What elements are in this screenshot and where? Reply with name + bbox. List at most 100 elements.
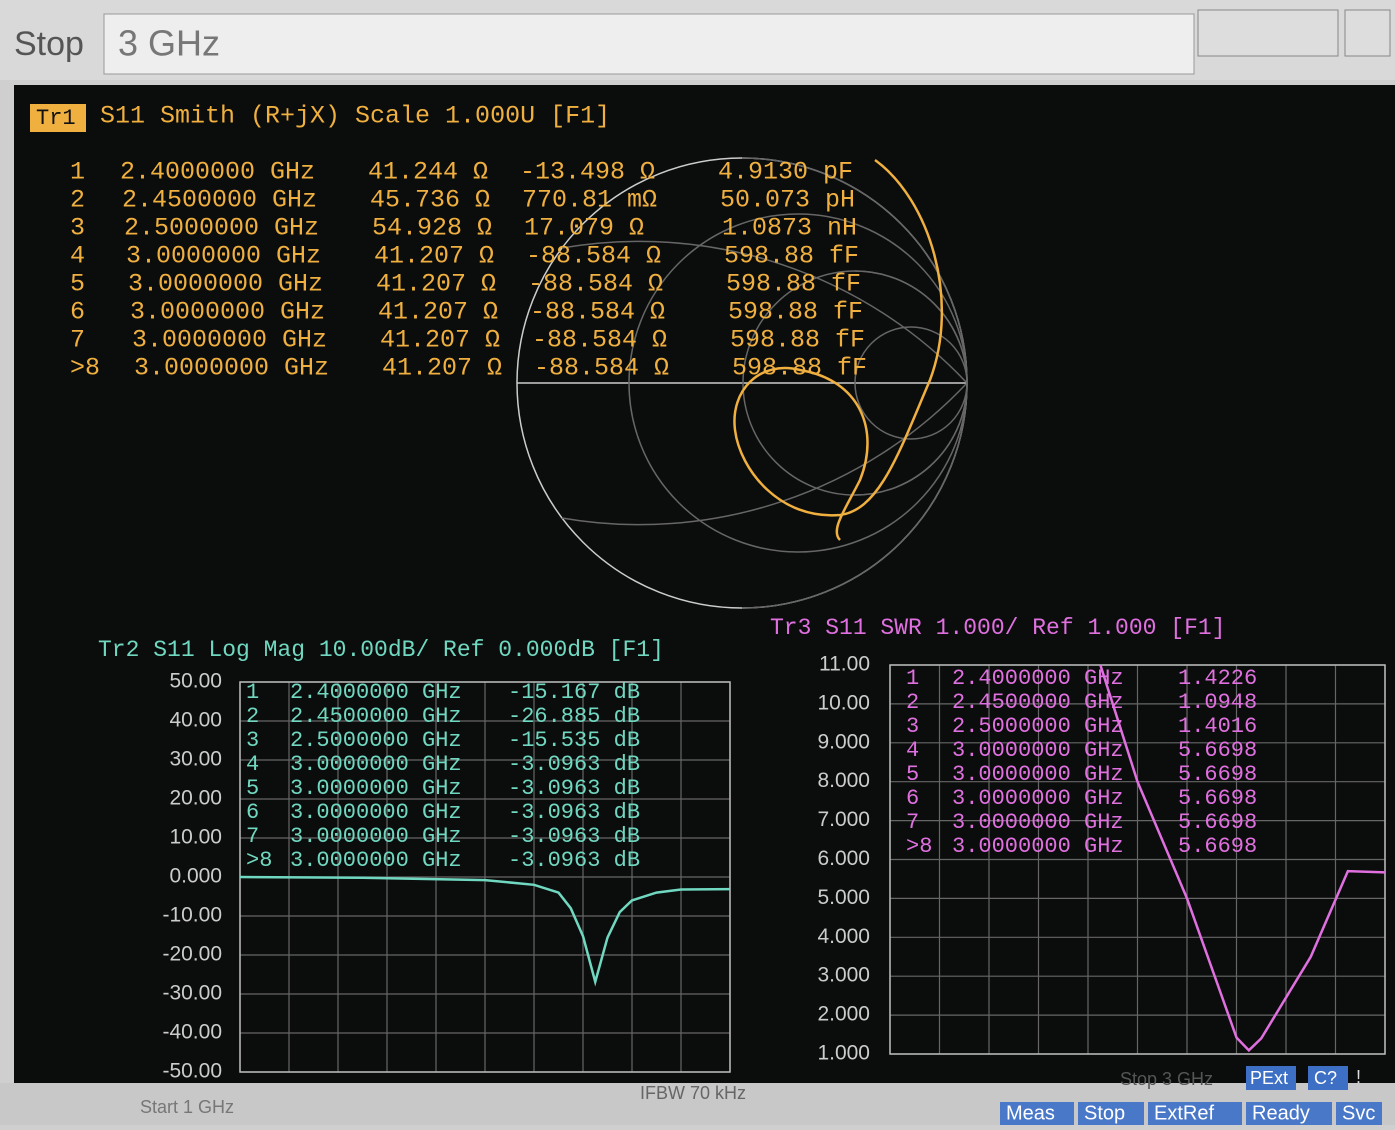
pext-badge <box>1246 1066 1296 1090</box>
tr1-marker-cell: 3.0000000 GHz <box>132 326 327 355</box>
y-tick-label: 0.000 <box>169 865 222 888</box>
tr3-marker-cell: 2 <box>906 690 919 715</box>
tr3-marker-cell: 1.4226 <box>1178 666 1257 691</box>
tr3-marker-cell: 7 <box>906 810 919 835</box>
y-tick-label: -50.00 <box>162 1060 222 1083</box>
spin-button[interactable] <box>1197 9 1339 57</box>
status-stop: Stop 3 GHz <box>1120 1069 1213 1089</box>
trace <box>239 875 731 987</box>
status-button-label: Meas <box>1006 1102 1055 1124</box>
tr1-marker-cell: 1 <box>70 158 85 187</box>
tr1-marker-cell: -88.584 Ω <box>534 354 669 383</box>
tr2-marker-cell: 2 <box>246 704 259 729</box>
smith-x-arc <box>561 157 968 384</box>
y-tick-label: 10.00 <box>817 691 870 714</box>
tr1-marker-cell: 2.5000000 GHz <box>124 214 319 243</box>
tr1-marker-cell: -88.584 Ω <box>526 242 661 271</box>
tr2-marker-cell: >8 <box>246 848 272 873</box>
tr1-marker-cell: 41.207 Ω <box>382 354 502 383</box>
tr3-marker-cell: 6 <box>906 786 919 811</box>
tr3-marker-cell: 5.6698 <box>1178 810 1257 835</box>
tr2-marker-cell: 3 <box>246 728 259 753</box>
tr1-marker-cell: 3.0000000 GHz <box>130 298 325 327</box>
tr2-marker-cell: 5 <box>246 776 259 801</box>
y-tick-label: 40.00 <box>169 709 222 732</box>
tr1-marker-cell: -88.584 Ω <box>530 298 665 327</box>
tr2-marker-cell: 3.0000000 GHz <box>290 800 462 825</box>
toolbar-label: Stop <box>14 25 84 63</box>
tr1-marker-cell: 45.736 Ω <box>370 186 490 215</box>
tr3-marker-cell: 1.0948 <box>1178 690 1257 715</box>
tr1-marker-cell: 41.207 Ω <box>374 242 494 271</box>
tr1-marker-cell: 3 <box>70 214 85 243</box>
tr1-marker-cell: 770.81 mΩ <box>522 186 657 215</box>
tr1-marker-cell: 598.88 fF <box>724 242 859 271</box>
tr3-header: Tr3 S11 SWR 1.000/ Ref 1.000 [F1] <box>770 615 1225 641</box>
tr1-marker-cell: 3.0000000 GHz <box>134 354 329 383</box>
tr2-marker-cell: -15.167 dB <box>508 680 640 705</box>
tr1-marker-cell: 598.88 fF <box>726 270 861 299</box>
y-tick-label: 1.000 <box>817 1042 870 1065</box>
tr2-marker-cell: 2.4500000 GHz <box>290 704 462 729</box>
status-button-label: Stop <box>1084 1102 1125 1124</box>
y-tick-label: -20.00 <box>162 943 222 966</box>
tr2-marker-cell: 1 <box>246 680 259 705</box>
tr1-marker-cell: 598.88 fF <box>728 298 863 327</box>
tr1-marker-cell: 2 <box>70 186 85 215</box>
tr1-marker-cell: 4 <box>70 242 85 271</box>
tr3-marker-cell: 1.4016 <box>1178 714 1257 739</box>
status-button[interactable] <box>1336 1102 1382 1125</box>
tr3-marker-cell: 5.6698 <box>1178 762 1257 787</box>
y-tick-label: 9.000 <box>817 730 870 753</box>
tr2-marker-cell: 2.5000000 GHz <box>290 728 462 753</box>
status-cal: C? <box>1314 1068 1337 1088</box>
tr3-marker-cell: 3.0000000 GHz <box>952 786 1124 811</box>
status-button[interactable] <box>1148 1102 1242 1125</box>
tr2-marker-cell: -3.0963 dB <box>508 848 640 873</box>
y-tick-label: 8.000 <box>817 769 870 792</box>
tr1-marker-cell: -88.584 Ω <box>532 326 667 355</box>
tr1-header: S11 Smith (R+jX) Scale 1.000U [F1] <box>100 102 610 131</box>
tr1-marker-cell: 5 <box>70 270 85 299</box>
trace-tag-text: Tr1 <box>36 106 76 131</box>
smith-trace <box>733 158 944 541</box>
tr1-marker-cell: 4.9130 pF <box>718 158 853 187</box>
tr2-marker-cell: -3.0963 dB <box>508 752 640 777</box>
tr3-marker-cell: 5.6698 <box>1178 786 1257 811</box>
y-tick-label: -10.00 <box>162 904 222 927</box>
tr1-marker-cell: 2.4000000 GHz <box>120 158 315 187</box>
y-tick-label: 10.00 <box>169 826 222 849</box>
y-tick-label: 6.000 <box>817 847 870 870</box>
status-button[interactable] <box>1000 1102 1074 1125</box>
tr1-marker-cell: -13.498 Ω <box>520 158 655 187</box>
y-tick-label: 7.000 <box>817 808 870 831</box>
tr3-marker-cell: >8 <box>906 834 932 859</box>
tr1-marker-cell: 41.207 Ω <box>376 270 496 299</box>
status-button-label: Svc <box>1342 1102 1375 1124</box>
tr3-marker-cell: 5 <box>906 762 919 787</box>
trace <box>1099 664 1386 1053</box>
tr2-marker-cell: 4 <box>246 752 259 777</box>
tr2-marker-cell: 6 <box>246 800 259 825</box>
tr1-marker-cell: 41.244 Ω <box>368 158 488 187</box>
smith-chart <box>516 157 968 609</box>
tr1-marker-cell: 598.88 fF <box>732 354 867 383</box>
tr1-marker-cell: 17.079 Ω <box>524 214 644 243</box>
y-tick-label: 4.000 <box>817 925 870 948</box>
status-warn: ! <box>1356 1067 1361 1087</box>
status-button[interactable] <box>1078 1102 1144 1125</box>
tr2-marker-cell: 3.0000000 GHz <box>290 752 462 777</box>
tr1-marker-cell: 3.0000000 GHz <box>126 242 321 271</box>
enter-button[interactable] <box>1344 9 1391 57</box>
tr2-marker-cell: 7 <box>246 824 259 849</box>
tr3-marker-cell: 3.0000000 GHz <box>952 834 1124 859</box>
status-button[interactable] <box>1246 1102 1332 1125</box>
stop-input[interactable] <box>103 13 1195 75</box>
y-tick-label: 2.000 <box>817 1003 870 1026</box>
status-button-label: Ready <box>1252 1102 1310 1124</box>
tr1-marker-cell: 41.207 Ω <box>378 298 498 327</box>
tr3-marker-cell: 3.0000000 GHz <box>952 810 1124 835</box>
trace-tag <box>30 104 86 132</box>
tr1-marker-cell: 7 <box>70 326 85 355</box>
